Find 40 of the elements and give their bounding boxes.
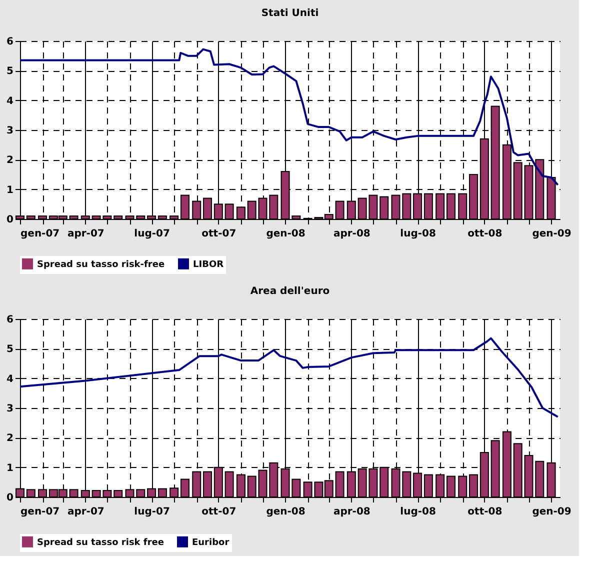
y-tick-label: 4: [6, 374, 14, 385]
x-tick-label: gen-09: [532, 506, 572, 518]
x-tick-label: lug-08: [400, 228, 436, 240]
legend-label: Spread su tasso risk free: [37, 538, 164, 548]
y-tick-label: 4: [6, 96, 14, 107]
y-tick-label: 2: [6, 433, 14, 444]
x-tick-label: gen-08: [266, 228, 306, 240]
y-tick-label: 3: [6, 404, 14, 414]
chart-title: Area dell'euro: [250, 286, 330, 297]
x-tick-label: ott-08: [468, 228, 502, 240]
x-tick-label: ott-08: [468, 506, 502, 518]
y-tick-label: 1: [6, 462, 14, 474]
y-tick-label: 6: [6, 36, 14, 48]
x-tick-label: apr-08: [333, 506, 370, 518]
x-tick-label: gen-08: [266, 506, 306, 518]
y-tick-label: 3: [6, 126, 14, 136]
legend-label: Euribor: [192, 538, 230, 548]
x-tick-label: lug-08: [400, 506, 436, 518]
x-tick-label: lug-07: [134, 506, 170, 518]
legend-label: Spread su tasso risk-free: [37, 260, 165, 270]
x-tick-label: gen-07: [20, 228, 60, 240]
y-tick-label: 6: [6, 314, 14, 326]
x-tick-label: ott-07: [202, 228, 236, 240]
y-tick-label: 0: [6, 214, 14, 226]
y-tick-label: 0: [6, 492, 14, 504]
y-tick-label: 5: [6, 344, 14, 356]
line-series: [19, 337, 559, 418]
x-tick-label: apr-08: [333, 228, 370, 240]
x-tick-label: lug-07: [134, 228, 170, 240]
x-tick-label: apr-07: [67, 506, 104, 518]
y-tick-label: 5: [6, 66, 14, 78]
x-tick-label: gen-09: [532, 228, 572, 240]
chart-title: Stati Uniti: [261, 8, 319, 19]
x-tick-label: apr-07: [67, 228, 104, 240]
x-tick-label: ott-07: [202, 506, 236, 518]
x-tick-label: gen-07: [20, 506, 60, 518]
y-tick-label: 2: [6, 155, 14, 166]
legend-label: LIBOR: [193, 260, 224, 270]
line-series: [19, 48, 559, 186]
y-tick-label: 1: [6, 184, 14, 196]
